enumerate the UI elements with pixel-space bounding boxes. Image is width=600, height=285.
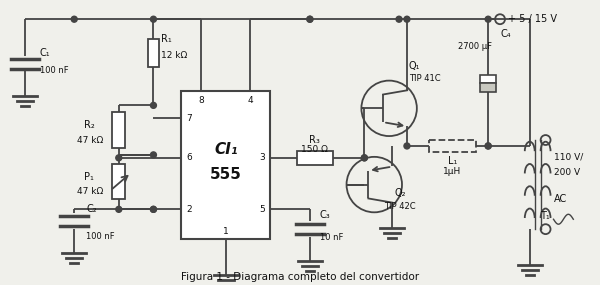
Text: 100 nF: 100 nF [86, 232, 115, 241]
Bar [112, 112, 125, 148]
Text: P₁: P₁ [84, 172, 94, 182]
Circle shape [361, 155, 367, 161]
Circle shape [71, 16, 77, 22]
Text: TIP 41C: TIP 41C [409, 74, 440, 83]
Text: 555: 555 [210, 167, 242, 182]
Text: + 5 / 15 V: + 5 / 15 V [508, 14, 557, 24]
Text: 47 kΩ: 47 kΩ [77, 136, 103, 144]
Circle shape [404, 143, 410, 149]
Text: C₂: C₂ [86, 204, 97, 214]
Circle shape [151, 206, 157, 212]
Text: 150 Ω: 150 Ω [301, 145, 328, 154]
Text: 12 kΩ: 12 kΩ [161, 51, 188, 60]
Circle shape [151, 102, 157, 108]
Circle shape [116, 206, 122, 212]
Text: L₁: L₁ [448, 156, 457, 166]
Text: R₃: R₃ [310, 135, 320, 145]
Text: 1μH: 1μH [443, 167, 461, 176]
Circle shape [404, 16, 410, 22]
Bar [429, 140, 476, 152]
Text: 6: 6 [186, 153, 192, 162]
Circle shape [151, 16, 157, 22]
Circle shape [151, 152, 157, 158]
Circle shape [485, 143, 491, 149]
Text: 4: 4 [248, 96, 253, 105]
Text: 8: 8 [198, 96, 204, 105]
Text: 10 nF: 10 nF [320, 233, 343, 242]
Text: TIP 42C: TIP 42C [384, 202, 416, 211]
Text: C₁: C₁ [40, 48, 50, 58]
Text: Q₁: Q₁ [409, 61, 421, 71]
Circle shape [307, 16, 313, 22]
Bar [181, 91, 270, 239]
Bar [480, 83, 496, 93]
Text: 1: 1 [223, 227, 229, 236]
Text: Figura 1 - Diagrama completo del convertidor: Figura 1 - Diagrama completo del convert… [181, 272, 419, 282]
Bar [148, 39, 160, 67]
Circle shape [116, 155, 122, 161]
Text: 200 V: 200 V [554, 168, 580, 177]
Text: 2700 μF: 2700 μF [458, 42, 493, 51]
Text: 5: 5 [259, 205, 265, 214]
Text: CI₁: CI₁ [214, 142, 238, 157]
Text: 3: 3 [259, 153, 265, 162]
Text: C₄: C₄ [500, 29, 511, 39]
Text: 2: 2 [186, 205, 192, 214]
Text: R₂: R₂ [84, 120, 95, 130]
Text: 47 kΩ: 47 kΩ [77, 187, 103, 196]
Bar [112, 164, 125, 200]
Circle shape [485, 16, 491, 22]
Circle shape [307, 16, 313, 22]
Bar [480, 75, 496, 83]
Text: AC: AC [554, 194, 567, 204]
Text: Q₂: Q₂ [394, 188, 406, 198]
Text: T₁: T₁ [539, 211, 550, 221]
Circle shape [361, 155, 367, 161]
Text: 100 nF: 100 nF [40, 66, 68, 75]
Text: R₁: R₁ [161, 34, 172, 44]
Circle shape [151, 206, 157, 212]
Text: 7: 7 [186, 114, 192, 123]
Circle shape [485, 143, 491, 149]
Bar [297, 151, 332, 165]
Text: C₃: C₃ [320, 210, 331, 220]
Text: 110 V/: 110 V/ [554, 153, 583, 162]
Circle shape [396, 16, 402, 22]
